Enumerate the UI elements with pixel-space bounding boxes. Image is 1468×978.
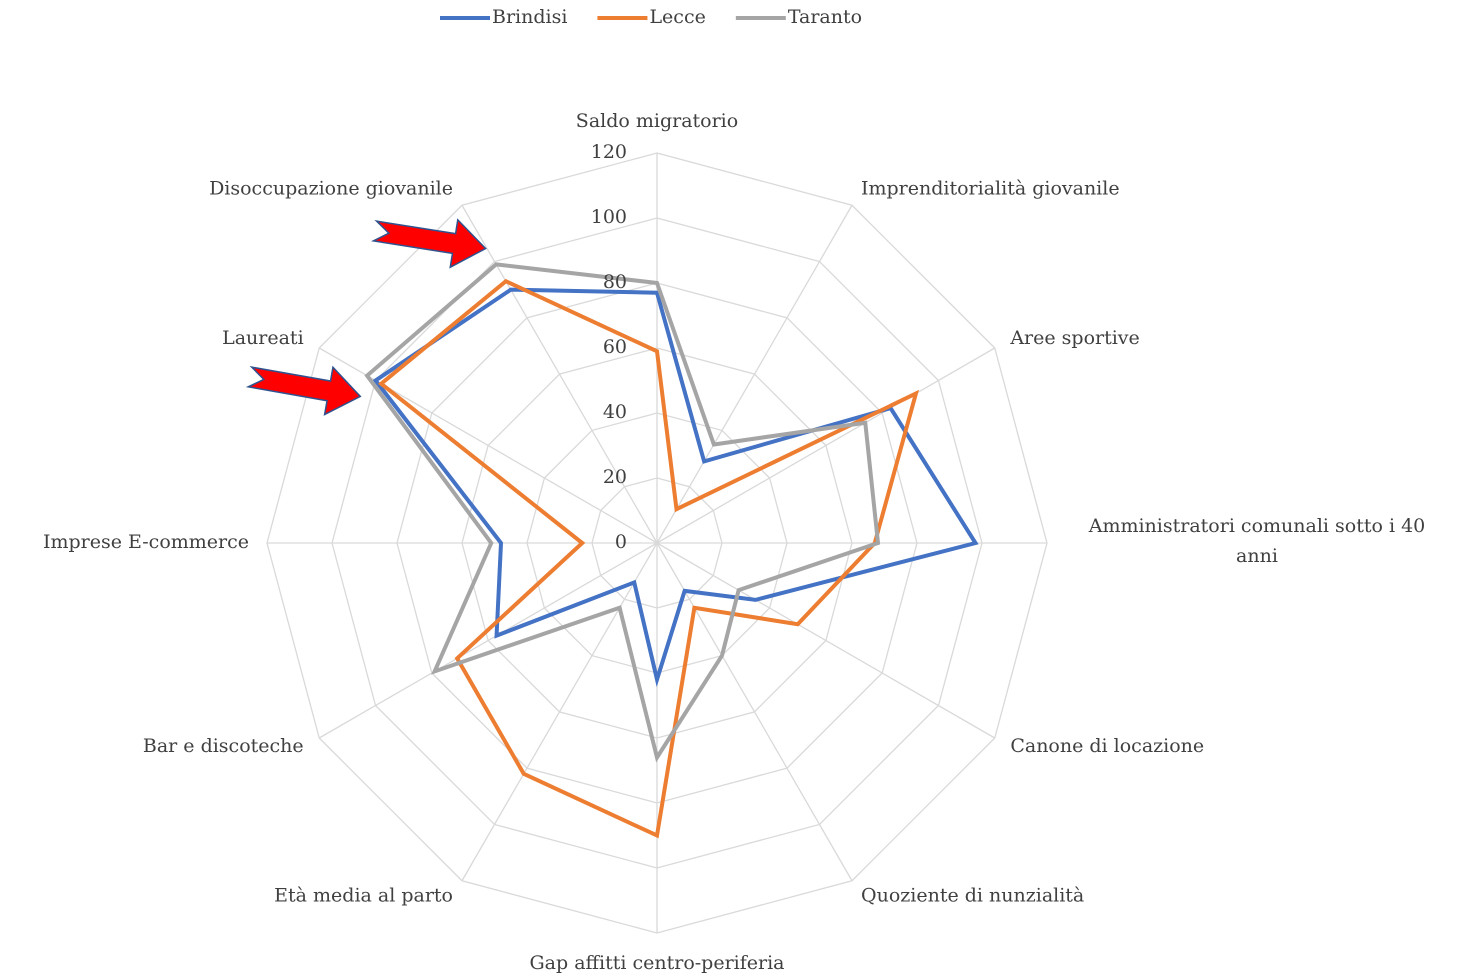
series-line xyxy=(377,278,920,839)
red-arrow xyxy=(371,218,487,269)
legend-label: Taranto xyxy=(788,6,862,28)
category-label: Saldo migratorio xyxy=(576,110,738,132)
plot xyxy=(266,152,1048,934)
category-label: Disoccupazione giovanile xyxy=(209,178,453,200)
category-label: Gap affitti centro-periferia xyxy=(529,952,784,974)
grid-spoke xyxy=(656,204,853,544)
category-label: Aree sportive xyxy=(1009,327,1139,349)
category-label: Laureati xyxy=(222,327,304,349)
tick-label: 120 xyxy=(591,141,627,163)
tick-label: 60 xyxy=(603,336,627,358)
tick-label: 0 xyxy=(615,531,627,553)
tick-label: 20 xyxy=(603,466,627,488)
category-label: Bar e discoteche xyxy=(143,735,304,757)
category-label: Canone di locazione xyxy=(1010,735,1204,757)
category-label: Quoziente di nunzialità xyxy=(861,884,1084,906)
legend-label: Brindisi xyxy=(492,6,567,28)
category-label: Età media al parto xyxy=(274,884,453,906)
series-line xyxy=(372,287,979,688)
tick-label: 80 xyxy=(603,271,627,293)
grid-spoke xyxy=(461,204,658,544)
labels: 0 20 40 60 80 100 120 Saldo migratorio Imprendit… xyxy=(43,6,1425,974)
grid-spoke xyxy=(656,542,996,739)
category-label: Imprenditorialità giovanile xyxy=(861,178,1120,200)
grid-spoke xyxy=(461,542,658,882)
series-line xyxy=(364,262,881,763)
tick-label: 100 xyxy=(591,206,627,228)
red-arrow xyxy=(245,365,362,416)
tick-label: 40 xyxy=(603,401,627,423)
category-label: Imprese E-commerce xyxy=(43,531,249,553)
grid-spoke xyxy=(318,542,658,739)
annotation-arrows xyxy=(245,218,487,416)
category-label: Amministratori comunali sotto i 40 anni xyxy=(1088,515,1426,567)
legend-label: Lecce xyxy=(649,6,705,28)
grid-spoke xyxy=(656,347,996,544)
grid-spoke xyxy=(656,542,853,882)
